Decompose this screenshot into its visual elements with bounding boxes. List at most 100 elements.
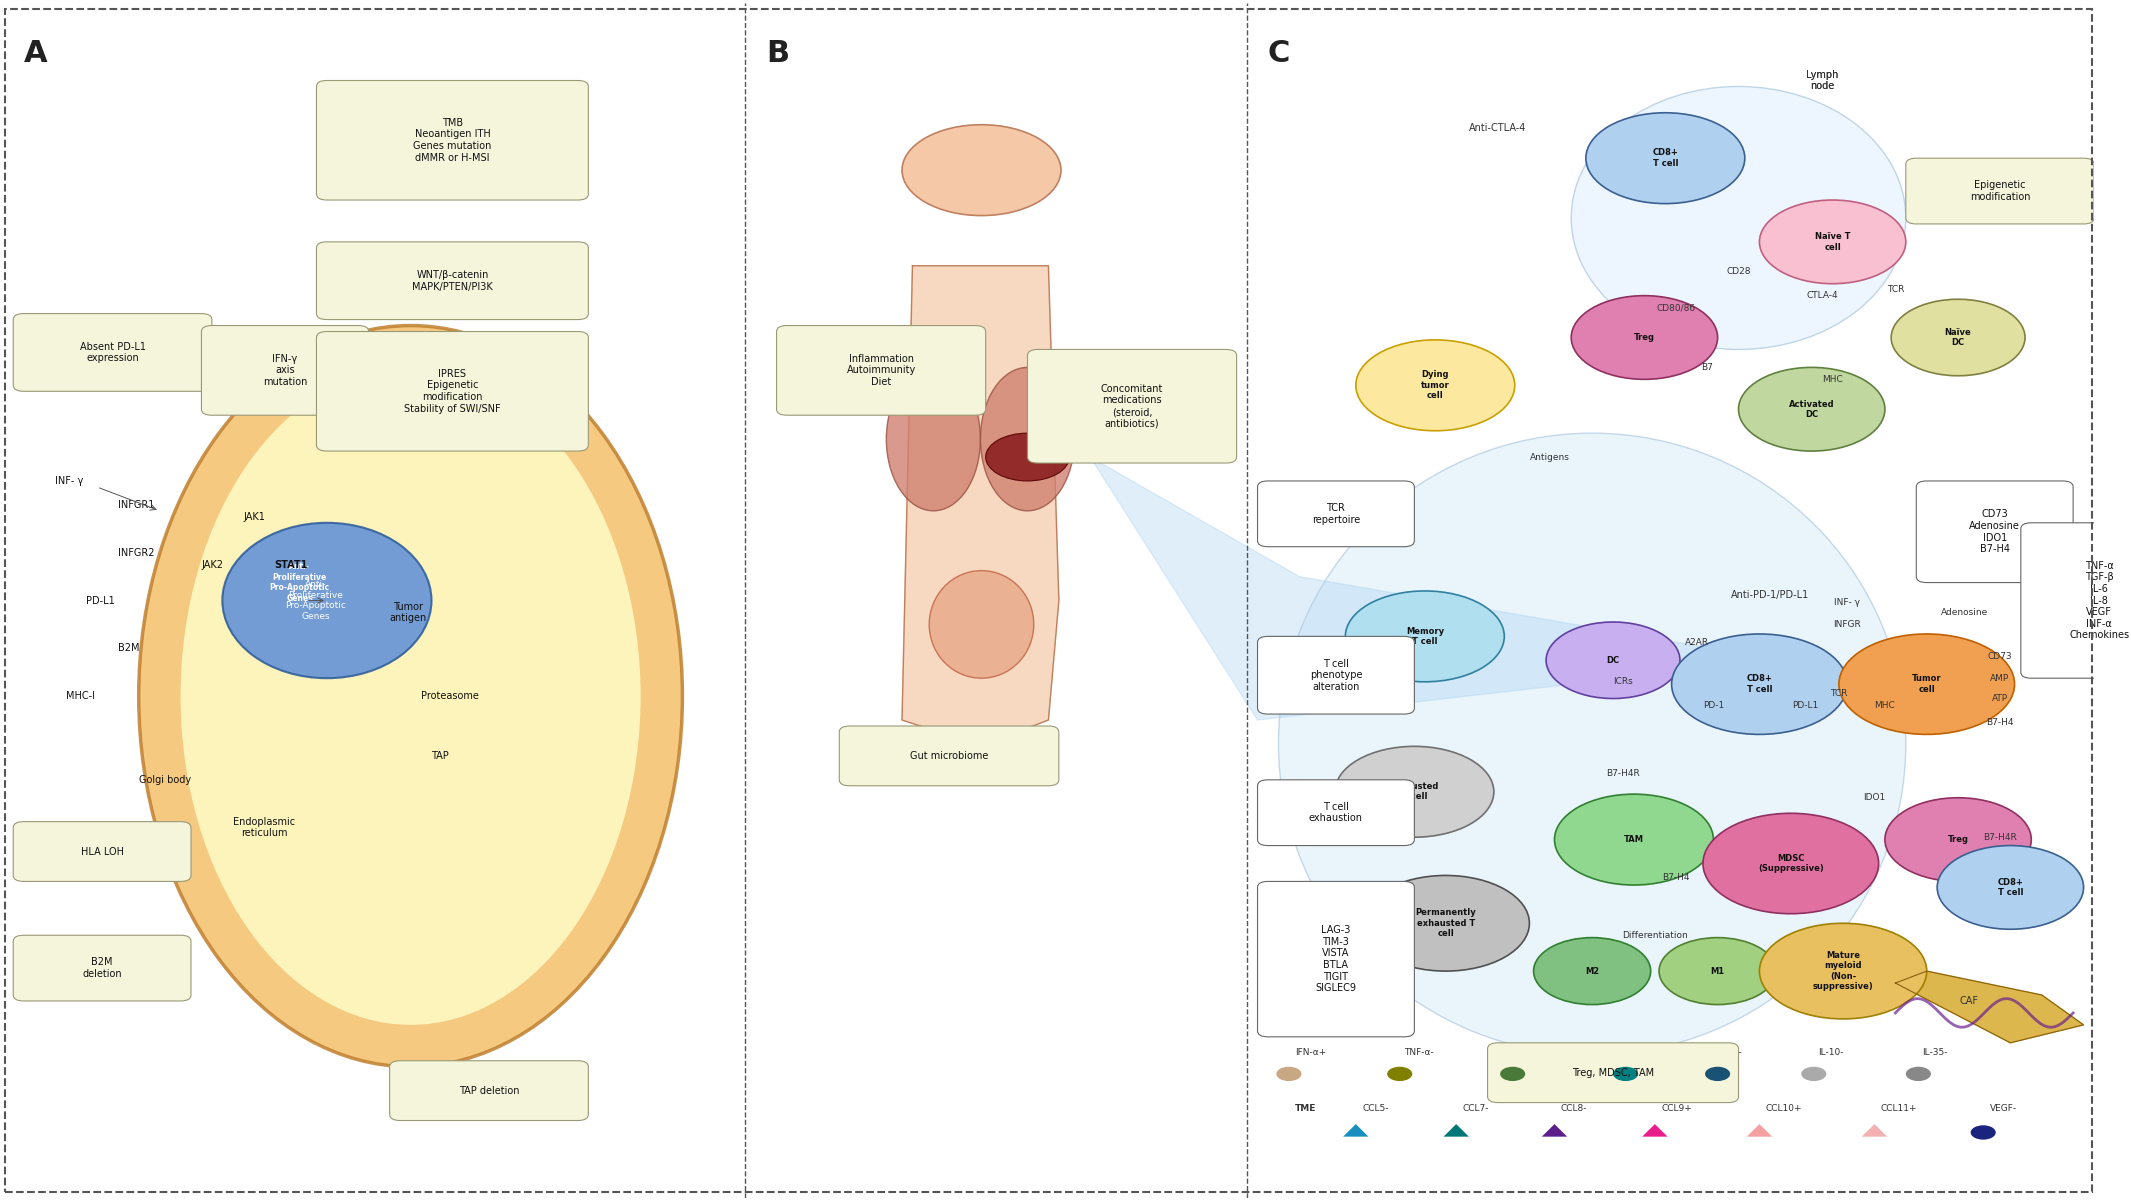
Circle shape (1937, 846, 2084, 930)
Circle shape (1276, 1066, 1302, 1081)
Circle shape (1585, 113, 1745, 204)
Circle shape (1345, 591, 1504, 682)
Text: Absent PD-L1
expression: Absent PD-L1 expression (79, 341, 145, 363)
Text: Concomitant
medications
(steroid,
antibiotics): Concomitant medications (steroid, antibi… (1102, 384, 1164, 429)
Circle shape (1660, 938, 1775, 1004)
Text: CCL8-: CCL8- (1560, 1104, 1588, 1113)
Text: CCL5-: CCL5- (1362, 1104, 1389, 1113)
Text: CCL10+: CCL10+ (1767, 1104, 1803, 1113)
Text: M1: M1 (1711, 967, 1724, 975)
Text: B7-H4R: B7-H4R (1607, 770, 1641, 778)
Text: ICRs: ICRs (1613, 677, 1632, 686)
Text: AMP: AMP (1990, 674, 2010, 682)
Ellipse shape (1571, 86, 1905, 349)
Circle shape (1613, 1066, 1639, 1081)
Text: Treg: Treg (1948, 835, 1969, 844)
Text: Gut microbiome: Gut microbiome (910, 751, 989, 761)
Text: LAG-3
TIM-3
VISTA
BTLA
TIGIT
SIGLEC9: LAG-3 TIM-3 VISTA BTLA TIGIT SIGLEC9 (1315, 925, 1357, 993)
Polygon shape (1894, 972, 2084, 1042)
Text: CAF: CAF (1958, 996, 1978, 1006)
Text: Naïve T
cell: Naïve T cell (1816, 232, 1850, 251)
Ellipse shape (886, 368, 980, 510)
Circle shape (1547, 622, 1679, 699)
FancyBboxPatch shape (776, 325, 987, 416)
Text: C: C (1268, 38, 1291, 67)
Circle shape (1334, 746, 1494, 837)
FancyBboxPatch shape (1257, 882, 1415, 1036)
Circle shape (1534, 938, 1652, 1004)
Circle shape (1760, 924, 1926, 1018)
Ellipse shape (1279, 434, 1905, 1054)
Circle shape (1553, 794, 1713, 885)
Text: CD80/86: CD80/86 (1656, 303, 1696, 312)
Text: B2M: B2M (117, 644, 139, 653)
Circle shape (1705, 1066, 1730, 1081)
Text: CCL7-: CCL7- (1462, 1104, 1490, 1113)
Text: IL-35-: IL-35- (1922, 1048, 1948, 1057)
Text: TAM: TAM (1624, 835, 1643, 844)
FancyBboxPatch shape (2020, 522, 2131, 679)
Text: M2: M2 (1585, 967, 1598, 975)
Text: Mature
myeloid
(Non-
suppressive): Mature myeloid (Non- suppressive) (1813, 951, 1873, 991)
Circle shape (1905, 1066, 1931, 1081)
Text: VEGF-: VEGF- (1990, 1104, 2016, 1113)
Text: MHC-I: MHC-I (66, 691, 94, 701)
Text: Naïve
DC: Naïve DC (1946, 328, 1971, 347)
Text: TNF-α
TGF-β
IL-6
IL-8
VEGF
INF-α
Chemokines: TNF-α TGF-β IL-6 IL-8 VEGF INF-α Chemoki… (2069, 561, 2129, 640)
Text: MDSC
(Suppressive): MDSC (Suppressive) (1758, 854, 1824, 873)
Text: IPRES
Epigenetic
modification
Stability of SWI/SNF: IPRES Epigenetic modification Stability … (405, 369, 501, 413)
Text: TGF-β-: TGF-β- (1519, 1048, 1549, 1057)
Ellipse shape (929, 570, 1034, 679)
FancyBboxPatch shape (13, 313, 211, 392)
FancyBboxPatch shape (840, 727, 1059, 785)
Circle shape (1387, 1066, 1413, 1081)
Text: INFGR1: INFGR1 (117, 500, 153, 510)
Circle shape (1703, 813, 1880, 914)
Text: Anti-
Proliferative
Pro-Apoptotic
Genes: Anti- Proliferative Pro-Apoptotic Genes (271, 562, 330, 603)
Circle shape (987, 434, 1070, 480)
FancyBboxPatch shape (1905, 159, 2095, 223)
Text: T cell
exhaustion: T cell exhaustion (1308, 802, 1364, 824)
Text: INFGR2: INFGR2 (117, 548, 153, 557)
FancyBboxPatch shape (318, 331, 588, 452)
Text: Adenosine: Adenosine (1941, 608, 1988, 617)
Text: TAP: TAP (430, 751, 450, 761)
FancyBboxPatch shape (318, 241, 588, 319)
Text: CD8+
T cell: CD8+ T cell (1747, 675, 1773, 694)
Text: Dying
tumor
cell: Dying tumor cell (1421, 370, 1449, 400)
Text: CTLA-4: CTLA-4 (1807, 291, 1837, 300)
Text: T cell
phenotype
alteration: T cell phenotype alteration (1311, 658, 1362, 692)
Text: TCR: TCR (1831, 689, 1848, 698)
Text: CCL11+: CCL11+ (1882, 1104, 1918, 1113)
Ellipse shape (181, 368, 641, 1024)
Circle shape (1739, 368, 1886, 452)
Text: TCR
repertoire: TCR repertoire (1313, 503, 1360, 525)
Text: DC: DC (1607, 656, 1620, 665)
Text: INF- γ: INF- γ (55, 476, 83, 486)
Text: Inflammation
Autoimmunity
Diet: Inflammation Autoimmunity Diet (846, 354, 916, 387)
Circle shape (1886, 797, 2031, 882)
Text: B: B (765, 38, 788, 67)
Text: JAK1: JAK1 (243, 512, 264, 521)
Text: Golgi body: Golgi body (139, 775, 192, 784)
Text: INFGR: INFGR (1833, 620, 1860, 629)
Circle shape (1801, 1066, 1826, 1081)
Text: IL-8-: IL-8- (1722, 1048, 1741, 1057)
Text: WNT/β-catenin
MAPK/PTEN/PI3K: WNT/β-catenin MAPK/PTEN/PI3K (411, 270, 492, 292)
Text: B7-H4: B7-H4 (1986, 718, 2014, 727)
Text: HLA LOH: HLA LOH (81, 847, 124, 856)
Ellipse shape (222, 522, 430, 679)
Text: B2M
deletion: B2M deletion (83, 957, 121, 979)
Ellipse shape (980, 368, 1074, 510)
Text: Anti-PD-1/PD-L1: Anti-PD-1/PD-L1 (1730, 590, 1809, 599)
Text: B7: B7 (1701, 363, 1713, 372)
FancyBboxPatch shape (202, 325, 369, 416)
Text: PD-L1: PD-L1 (87, 596, 115, 605)
Text: Memory
T cell: Memory T cell (1406, 627, 1445, 646)
Text: Differentiation: Differentiation (1622, 931, 1688, 939)
Text: TCR: TCR (1886, 285, 1905, 294)
Text: Tumor
cell: Tumor cell (1912, 675, 1941, 694)
FancyBboxPatch shape (1257, 480, 1415, 546)
Text: Proteasome: Proteasome (422, 691, 479, 701)
FancyBboxPatch shape (1257, 779, 1415, 846)
